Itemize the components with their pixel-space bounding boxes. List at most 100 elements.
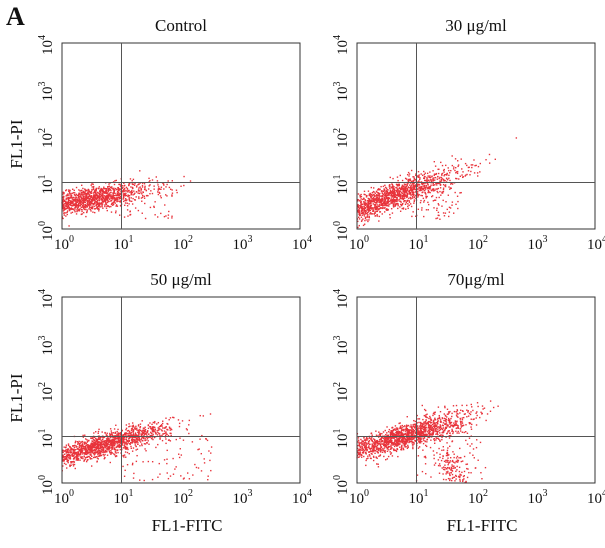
- event-dot: [159, 473, 160, 474]
- event-dot: [79, 454, 80, 455]
- event-dot: [389, 186, 390, 187]
- event-dot: [176, 192, 177, 193]
- event-dot: [455, 423, 456, 424]
- event-dot: [141, 439, 142, 440]
- event-dot: [198, 448, 199, 449]
- event-dot: [461, 168, 462, 169]
- event-dot: [405, 178, 406, 179]
- event-dot: [113, 190, 114, 191]
- event-dot: [124, 205, 125, 206]
- event-dot: [436, 433, 437, 434]
- event-dot: [108, 195, 109, 196]
- event-dot: [428, 431, 429, 432]
- event-dot: [376, 207, 377, 208]
- event-dot: [107, 446, 108, 447]
- event-dot: [134, 441, 135, 442]
- event-dot: [443, 189, 444, 190]
- y-tick-label-base: 10: [335, 87, 351, 102]
- event-dot: [103, 437, 104, 438]
- event-dot: [385, 195, 386, 196]
- x-tick-label-exponent: 3: [543, 234, 548, 245]
- event-dot: [93, 432, 94, 433]
- event-dot: [140, 189, 141, 190]
- event-dot: [424, 200, 425, 201]
- event-dot: [458, 178, 459, 179]
- event-dot: [89, 200, 90, 201]
- event-dot: [417, 196, 418, 197]
- event-dot: [107, 449, 108, 450]
- event-dot: [91, 203, 92, 204]
- event-dot: [469, 174, 470, 175]
- event-dot: [379, 441, 380, 442]
- event-dot: [116, 180, 117, 181]
- event-dot: [417, 191, 418, 192]
- event-dot: [93, 187, 94, 188]
- event-dot: [144, 431, 145, 432]
- event-dot: [359, 218, 360, 219]
- event-dot: [93, 446, 94, 447]
- event-dot: [476, 417, 477, 418]
- event-dot: [440, 434, 441, 435]
- event-dot: [388, 456, 389, 457]
- event-dot: [410, 188, 411, 189]
- event-dot: [402, 195, 403, 196]
- event-dot: [125, 198, 126, 199]
- event-dot: [136, 437, 137, 438]
- event-dot: [449, 426, 450, 427]
- event-dot: [63, 207, 64, 208]
- event-dot: [132, 192, 133, 193]
- event-dot: [396, 184, 397, 185]
- event-dot: [91, 465, 92, 466]
- event-dot: [131, 432, 132, 433]
- event-dot: [450, 170, 451, 171]
- event-dot: [368, 198, 369, 199]
- event-dot: [107, 433, 108, 434]
- event-dot: [148, 434, 149, 435]
- event-dot: [405, 184, 406, 185]
- y-tick-label-exponent: 0: [37, 221, 48, 226]
- event-dot: [368, 201, 369, 202]
- event-dot: [375, 208, 376, 209]
- event-dot: [74, 449, 75, 450]
- event-dot: [388, 435, 389, 436]
- event-dot: [106, 188, 107, 189]
- event-dot: [81, 458, 82, 459]
- x-tick-label-base: 10: [528, 237, 543, 253]
- event-dot: [70, 209, 71, 210]
- event-dot: [78, 193, 79, 194]
- event-dot: [67, 195, 68, 196]
- event-dot: [134, 185, 135, 186]
- event-dot: [149, 422, 150, 423]
- event-dot: [408, 200, 409, 201]
- event-dot: [101, 431, 102, 432]
- event-dot: [104, 200, 105, 201]
- y-axis-label: FL1-PI: [7, 373, 26, 422]
- event-dot: [419, 186, 420, 187]
- event-dot: [67, 462, 68, 463]
- event-dot: [187, 429, 188, 430]
- event-dot: [384, 439, 385, 440]
- event-dot: [152, 461, 153, 462]
- x-tick-label-exponent: 2: [483, 234, 488, 245]
- event-dot: [128, 195, 129, 196]
- event-dot: [159, 193, 160, 194]
- event-dot: [382, 437, 383, 438]
- event-dot: [408, 425, 409, 426]
- event-dot: [91, 199, 92, 200]
- event-dot: [139, 445, 140, 446]
- event-dot: [101, 202, 102, 203]
- event-dot: [359, 455, 360, 456]
- event-dot: [390, 177, 391, 178]
- event-dot: [375, 193, 376, 194]
- event-dot: [84, 442, 85, 443]
- event-dot: [455, 204, 456, 205]
- event-dot: [117, 434, 118, 435]
- x-tick-label-exponent: 4: [307, 234, 312, 245]
- event-dot: [109, 446, 110, 447]
- event-dot: [94, 212, 95, 213]
- event-dot: [81, 198, 82, 199]
- y-tick-label: 103: [37, 336, 56, 356]
- event-dot: [111, 430, 112, 431]
- event-dot: [115, 425, 116, 426]
- event-dot: [87, 441, 88, 442]
